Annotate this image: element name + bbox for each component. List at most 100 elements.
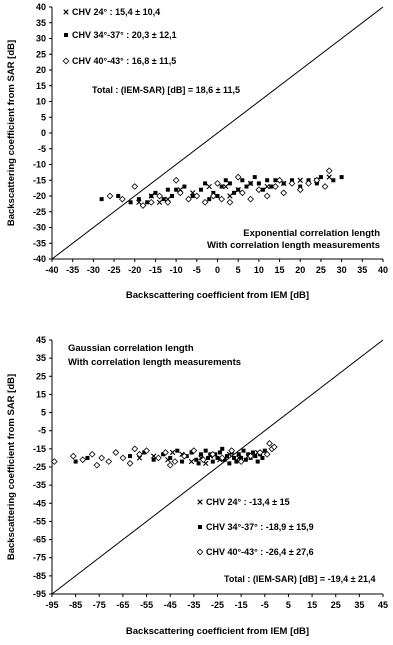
point-diamond-marker	[119, 454, 127, 462]
chart-gaussian: -95 -85 -75 -65 -55 -45 -35 -25 -15 -5 5 15 25 35 4545…	[6, 335, 388, 637]
point-diamond-marker	[237, 458, 245, 465]
point-diamond-marker	[79, 456, 87, 464]
point-square-marker	[203, 448, 208, 453]
point-diamond-marker	[255, 186, 263, 194]
point-diamond-marker	[228, 447, 236, 455]
point-diamond-marker	[193, 192, 201, 200]
y-tick-label: -85	[33, 571, 46, 581]
x-tick-label: 30	[337, 265, 347, 275]
point-square-marker	[236, 187, 241, 192]
y-tick-label: 20	[36, 65, 46, 75]
point-square-marker	[210, 459, 215, 464]
marker-stroke	[264, 183, 270, 190]
x-tick-label: -15	[235, 600, 248, 610]
point-diamond-marker	[50, 458, 58, 465]
point-diamond-marker	[313, 176, 321, 184]
y-tick-label: -5	[38, 144, 46, 154]
point-square-marker	[227, 181, 232, 186]
point-square-marker	[236, 452, 241, 457]
point-diamond-marker	[62, 57, 70, 65]
point-square-marker	[250, 450, 255, 455]
point-square-marker	[227, 461, 232, 466]
point-square-marker	[182, 184, 187, 189]
marker-stroke	[150, 453, 157, 459]
y-axis-title: Backscattering coefficient from SAR [dB]	[6, 40, 17, 226]
one-to-one-line	[51, 339, 384, 595]
marker-stroke	[136, 455, 143, 461]
x-tick-label: -95	[45, 600, 58, 610]
point-diamond-marker	[143, 447, 150, 455]
point-x-marker	[169, 449, 176, 456]
point-square-marker	[189, 450, 194, 455]
chart-annotation: With correlation length measurements	[207, 240, 380, 251]
point-x-marker	[136, 455, 143, 461]
y-tick-label: 45	[36, 335, 46, 345]
point-square-marker	[215, 455, 220, 460]
legend-label: CHV 24° : 15,4 ± 10,4	[72, 7, 160, 17]
one-to-one-line	[51, 6, 384, 260]
point-diamond-marker	[155, 454, 162, 462]
point-diamond-marker	[201, 198, 209, 206]
total-stat: Total : (IEM-SAR) [dB] = 18,6 ± 11,5	[92, 85, 240, 95]
point-diamond-marker	[226, 198, 234, 206]
y-tick-label: 25	[36, 371, 46, 381]
x-tick-label: -10	[170, 265, 183, 275]
point-diamond-marker	[131, 183, 139, 190]
point-diamond-marker	[325, 167, 333, 175]
point-diamond-marker	[272, 183, 279, 190]
x-tick-label: -5	[261, 600, 269, 610]
point-diamond-marker	[247, 195, 254, 203]
point-square-marker	[331, 178, 336, 183]
point-diamond-marker	[88, 450, 96, 458]
marker-stroke	[227, 193, 233, 199]
series-2	[50, 440, 278, 469]
point-square-marker	[198, 187, 203, 192]
point-square-marker	[128, 200, 133, 205]
y-tick-label: 30	[36, 34, 46, 44]
y-tick-label: -45	[33, 498, 46, 508]
point-square-marker	[273, 178, 278, 183]
point-square-marker	[217, 450, 222, 455]
marker-stroke	[63, 9, 69, 15]
point-diamond-marker	[256, 449, 264, 456]
y-tick-label: -75	[33, 553, 46, 563]
point-square-marker	[194, 457, 199, 462]
point-diamond-marker	[118, 195, 126, 203]
point-diamond-marker	[238, 189, 246, 197]
x-tick-label: -85	[69, 600, 82, 610]
point-x-marker	[188, 458, 195, 465]
x-tick-label: 5	[286, 600, 291, 610]
point-square-marker	[260, 455, 265, 460]
x-tick-label: -40	[45, 265, 58, 275]
point-square-marker	[255, 459, 260, 464]
y-tick-label: -35	[33, 238, 46, 248]
point-diamond-marker	[288, 180, 296, 187]
legend-entry: CHV 24° : 15,4 ± 10,4	[63, 7, 160, 17]
point-diamond-marker	[176, 189, 184, 197]
x-tick-label: -45	[164, 600, 177, 610]
legend-label: CHV 24° : -13,4 ± 15	[206, 497, 290, 507]
x-tick-label: -5	[193, 265, 201, 275]
y-tick-label: -20	[33, 191, 46, 201]
legend-entry: CHV 34°-37° : -18,9 ± 15,9	[198, 522, 314, 532]
point-square-marker	[252, 175, 257, 180]
point-square-marker	[99, 197, 104, 202]
legend-entry: CHV 40°-43° : -26,4 ± 27,6	[196, 547, 314, 557]
legend-entry: CHV 34°-37° : 20,3 ± 12,1	[64, 30, 177, 40]
point-diamond-marker	[196, 548, 204, 556]
point-x-marker	[63, 9, 69, 15]
point-diamond-marker	[214, 180, 221, 187]
point-diamond-marker	[147, 198, 155, 206]
point-square-marker	[161, 197, 166, 202]
point-diamond-marker	[266, 440, 273, 447]
point-square-marker	[232, 455, 237, 460]
marker-stroke	[188, 458, 195, 465]
point-diamond-marker	[209, 192, 217, 200]
x-tick-label: 10	[254, 265, 264, 275]
marker-stroke	[197, 499, 203, 505]
marker-stroke	[326, 174, 332, 180]
point-diamond-marker	[181, 452, 188, 460]
point-diamond-marker	[276, 176, 283, 184]
x-tick-label: 35	[354, 600, 364, 610]
